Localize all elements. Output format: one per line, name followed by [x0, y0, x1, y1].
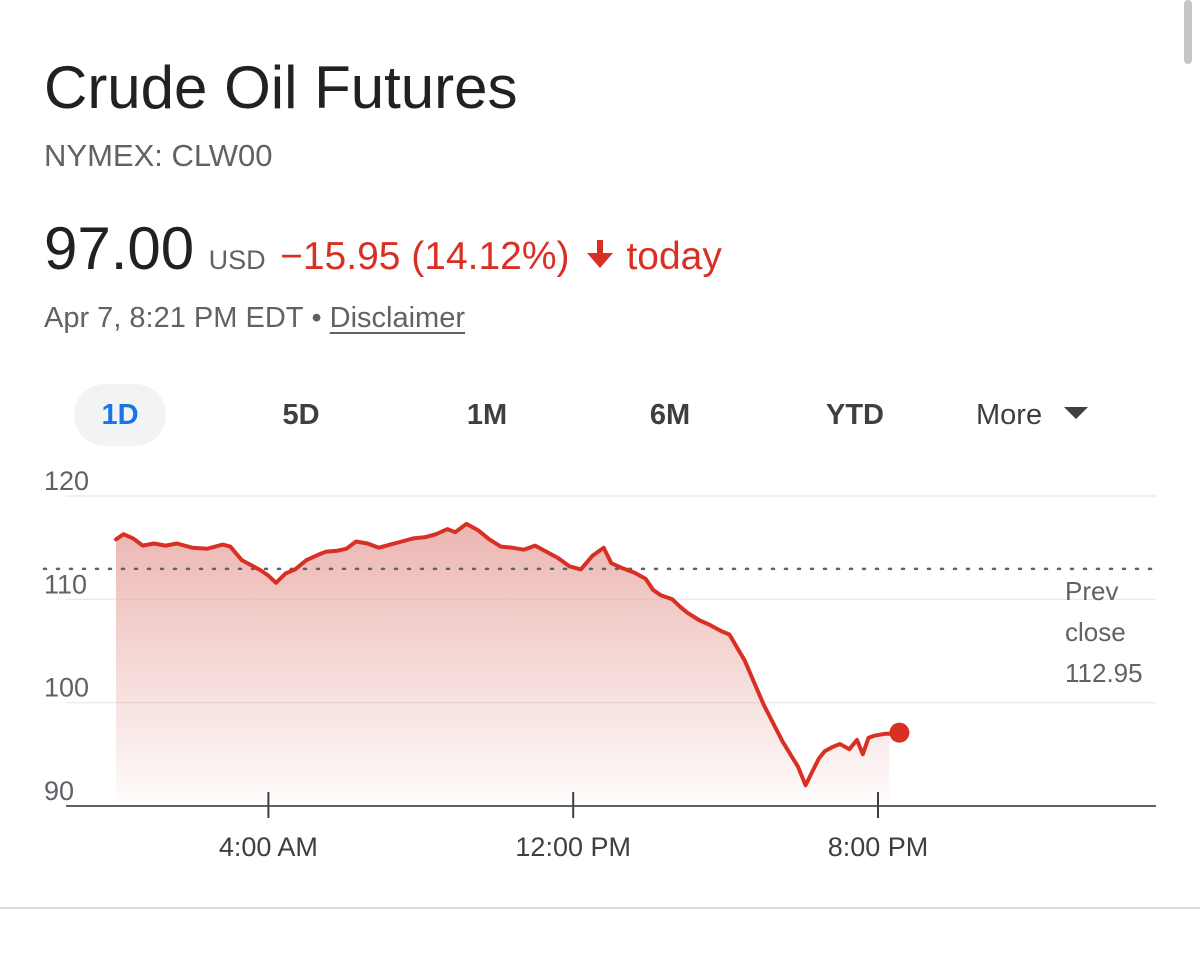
page-scrollbar[interactable]	[1184, 0, 1192, 64]
x-tick-label: 12:00 PM	[515, 832, 631, 862]
tab-1m[interactable]: 1M	[466, 399, 508, 431]
separator-dot: •	[311, 302, 322, 334]
last-price-marker	[889, 722, 910, 743]
tab-1d[interactable]: 1D	[74, 384, 166, 446]
ticker-symbol: NYMEX: CLW00	[44, 138, 273, 173]
tab-ytd[interactable]: YTD	[826, 399, 884, 431]
chevron-down-icon	[1064, 407, 1089, 420]
y-tick-label: 90	[44, 776, 74, 806]
price-change: −15.95 (14.12%)	[280, 235, 570, 278]
price-row: 97.00 USD −15.95 (14.12%) today	[44, 214, 722, 284]
y-tick-label: 100	[44, 673, 89, 703]
prev-close-label-line1: Prev	[1065, 576, 1118, 606]
arrow-down-icon	[586, 239, 614, 274]
y-tick-label: 120	[44, 466, 89, 496]
x-tick-label: 8:00 PM	[828, 832, 929, 862]
bottom-divider	[0, 907, 1200, 909]
more-label: More	[976, 399, 1043, 431]
current-price: 97.00	[44, 215, 195, 282]
x-tick-label: 4:00 AM	[219, 832, 318, 862]
tab-6m[interactable]: 6M	[649, 399, 691, 431]
price-line	[114, 521, 892, 788]
quote-timestamp-row: Apr 7, 8:21 PM EDT • Disclaimer	[44, 299, 465, 337]
prev-close-label-line2: close	[1065, 617, 1126, 647]
instrument-title: Crude Oil Futures	[44, 54, 518, 121]
disclaimer-link[interactable]: Disclaimer	[329, 302, 465, 334]
y-tick-label: 110	[44, 569, 87, 599]
prev-close-value: 112.95	[1065, 658, 1143, 688]
change-period: today	[626, 235, 722, 278]
quote-timestamp: Apr 7, 8:21 PM EDT	[44, 302, 304, 334]
currency-label: USD	[208, 245, 266, 275]
price-area-fill	[116, 523, 890, 802]
range-tabs: 1D 5D 1M 6M YTD More	[0, 384, 1200, 446]
price-chart[interactable]: 120 110 100 90 Prev close 112.95 4:00 AM 12:00 P…	[0, 460, 1200, 890]
tab-5d[interactable]: 5D	[282, 399, 320, 431]
more-dropdown[interactable]: More	[976, 384, 1116, 446]
